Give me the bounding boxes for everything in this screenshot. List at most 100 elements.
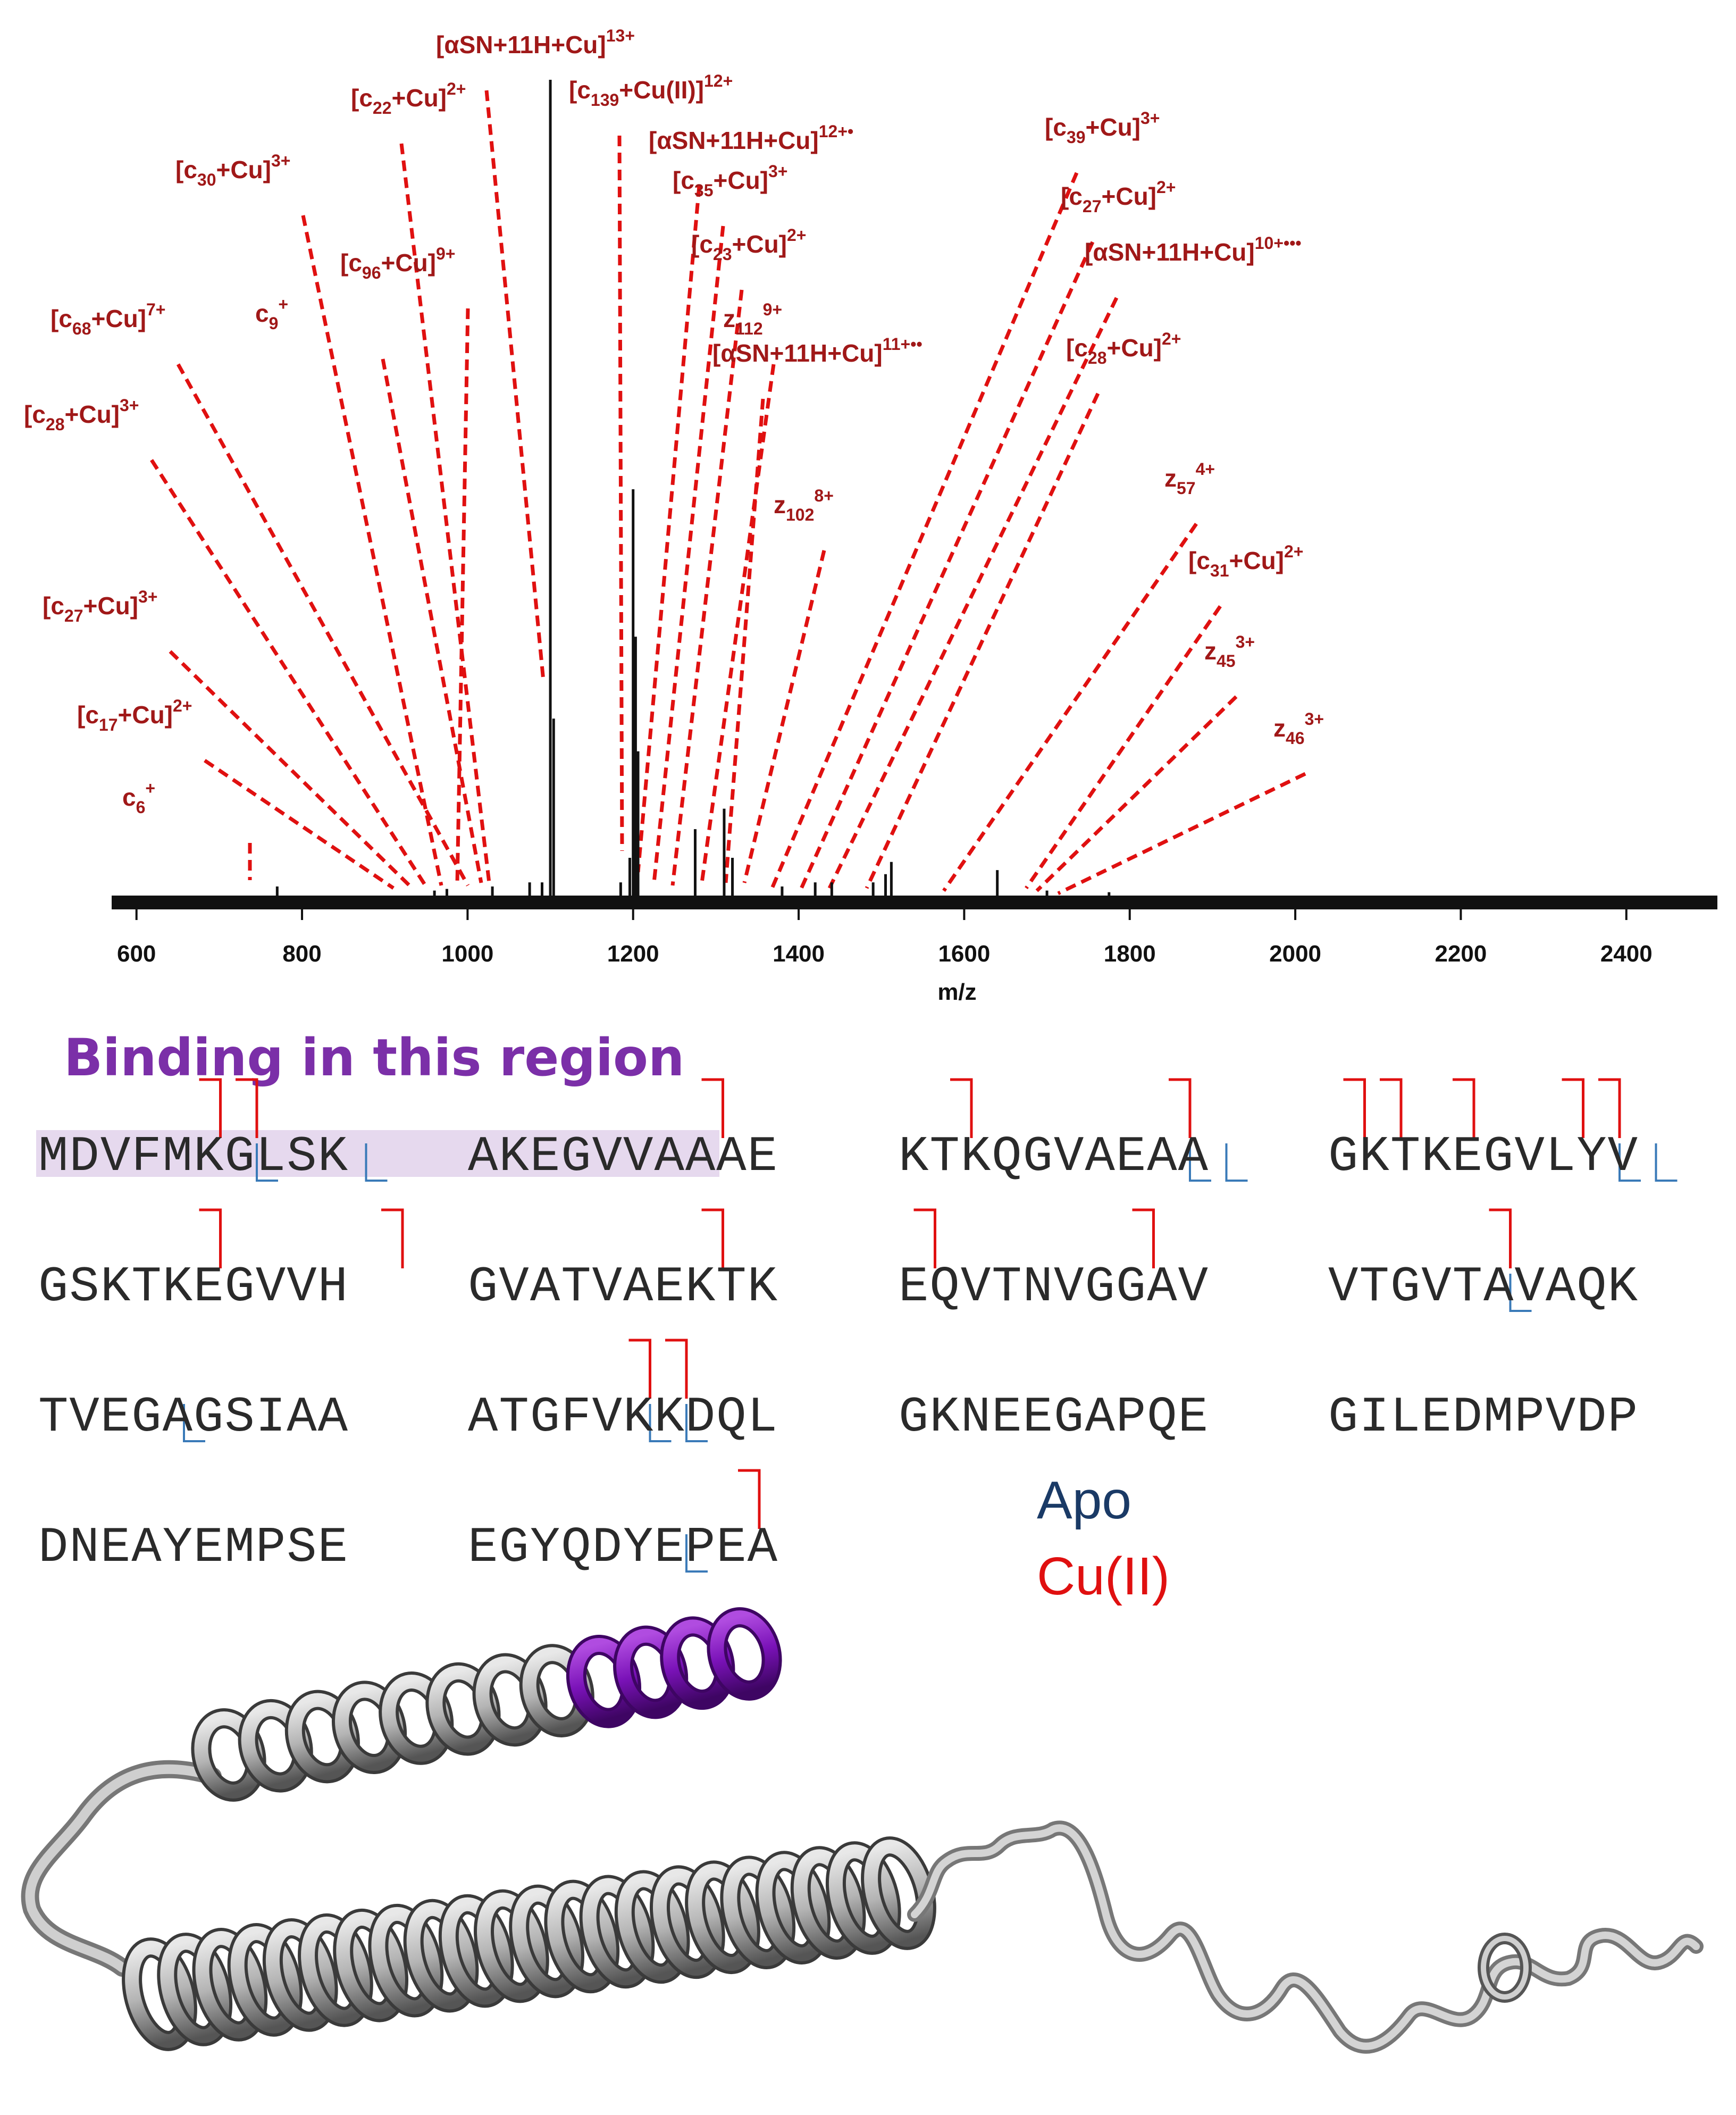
sequence-block-4: GKTKEGVLYV (1328, 1129, 1639, 1185)
cu-cleavage-marker (1380, 1078, 1403, 1138)
annotation-label: [c35+Cu]3+ (673, 162, 787, 200)
cu-cleavage-marker (1598, 1078, 1621, 1138)
annotation-label: z453+ (1204, 632, 1255, 671)
annotation-leader (1025, 605, 1222, 889)
c-terminal-tail-highlight (911, 1824, 1700, 2050)
helix-ribbon (230, 1926, 300, 2034)
helix-ribbon (652, 1868, 722, 1976)
sequence-block-1: MDVFMKGLSK (38, 1129, 349, 1185)
annotation-leader (1057, 772, 1306, 896)
annotation-leader (769, 172, 1079, 892)
helix-ribbon (828, 1844, 898, 1952)
cu-cleavage-marker (1489, 1208, 1512, 1268)
annotation-label: c9+ (255, 295, 288, 333)
sequence-block-5: GSKTKEGVVH (38, 1259, 349, 1316)
sequence-block-2: AKEGVVAAAE (468, 1129, 778, 1185)
annotation-label: [c68+Cu]7+ (51, 300, 165, 338)
annotation-leader (399, 143, 491, 883)
annotation-label: [c17+Cu]2+ (77, 696, 192, 734)
annotation-leaders (150, 90, 1306, 896)
cu-cleavage-marker (381, 1208, 404, 1268)
annotation-leader (865, 392, 1100, 889)
helix-ribbon (512, 1887, 581, 1995)
annotation-label: c6+ (122, 779, 155, 817)
legend-cu: Cu(II) (1037, 1546, 1170, 1606)
annotation-label: [c23+Cu]2+ (691, 225, 806, 264)
annotation-leader (827, 297, 1119, 889)
annotation-leader (301, 215, 443, 886)
helix-ribbon (710, 1610, 779, 1698)
annotation-leader (670, 289, 744, 886)
helix-ribbon (477, 1892, 546, 2000)
cu-cleavage-marker (665, 1339, 688, 1399)
protein-structure (21, 1607, 1704, 2054)
annotation-leader (204, 759, 395, 890)
annotation-label: [αSN+11H+Cu]13+ (436, 26, 635, 58)
annotation-label: z1129+ (723, 300, 782, 338)
apo-cleavage-marker (1509, 1274, 1532, 1312)
apo-cleavage-marker (256, 1143, 278, 1182)
cu-cleavage-marker (701, 1208, 724, 1268)
annotation-label: [c27+Cu]3+ (43, 587, 157, 625)
x-tick-label: 1600 (938, 941, 990, 967)
apo-cleavage-marker (685, 1534, 708, 1573)
sequence-block-8: VTGVTAVAQK (1328, 1259, 1639, 1316)
sequence-block-3: KTKQGVAEAA (899, 1129, 1209, 1185)
helix-ribbon (265, 1921, 335, 2029)
annotation-leader (176, 363, 470, 887)
cu-cleavage-marker (199, 1078, 222, 1138)
sequence-block-9: TVEGAGSIAA (38, 1390, 349, 1446)
x-tick-label: 2200 (1435, 941, 1487, 967)
cu-cleavage-marker (236, 1078, 258, 1138)
annotation-label: [c31+Cu]2+ (1188, 542, 1303, 580)
x-axis-label: m/z (937, 979, 976, 1005)
annotation-label: z574+ (1164, 459, 1215, 498)
helix-ribbon (793, 1849, 863, 1957)
cu-cleavage-marker (628, 1339, 651, 1399)
sequence-block-7: EQVTNVGGAV (899, 1259, 1209, 1316)
cu-cleavage-marker (950, 1078, 973, 1138)
cu-cleavage-marker (913, 1208, 936, 1268)
sequence-block: MDVFMKGLSK AKEGVVAAAE KTKQGVAEAA GKTKEGVLYV… (38, 1129, 1639, 1576)
helix-ribbon (617, 1873, 687, 1981)
annotation-label: [c28+Cu]2+ (1066, 329, 1181, 367)
cu-cleavage-marker (1453, 1078, 1475, 1138)
annotation-leader (636, 186, 701, 873)
helix-upper (191, 1607, 782, 1802)
cu-cleavage-marker (1169, 1078, 1192, 1138)
sequence-block-13: DNEAYEMPSE (38, 1520, 349, 1576)
c-terminal-tail (907, 1820, 1704, 2054)
tail-loop-highlight (1481, 1936, 1529, 2000)
annotation-leader (617, 135, 624, 851)
helix-ribbon (441, 1897, 511, 2005)
helix-ribbon (371, 1907, 441, 2014)
annotation-label: [αSN+11H+Cu]10+••• (1085, 233, 1302, 266)
helix-ribbon (195, 1931, 265, 2038)
helix-ribbon (582, 1878, 652, 1986)
annotation-label: [αSN+11H+Cu]11+•• (712, 335, 922, 367)
apo-cleavage-marker (1189, 1143, 1211, 1182)
cu-cleavage-marker (199, 1208, 222, 1268)
annotation-label: z463+ (1273, 709, 1324, 748)
sequence-block-10: ATGFVKKDQL (468, 1390, 778, 1446)
helix-ribbon (160, 1936, 230, 2043)
sequence-block-12: GILEDMPVDP (1328, 1390, 1639, 1446)
helix-ribbon (406, 1902, 476, 2010)
apo-cleavage-marker (183, 1404, 205, 1442)
cu-cleavage-marker (701, 1078, 724, 1138)
annotation-leader (169, 650, 411, 887)
annotation-leader (150, 459, 427, 887)
helix-ribbon (547, 1883, 617, 1991)
spectrum-peaks (275, 80, 1111, 899)
annotation-labels: [αSN+11H+Cu]13+ [c22+Cu]2+ [c139+Cu(II)]12… (24, 26, 1324, 817)
annotation-label: [c139+Cu(II)]12+ (569, 71, 733, 110)
x-tick-label: 1200 (607, 941, 659, 967)
helix-lower (122, 1836, 936, 2051)
cu-cleavage-marker (1562, 1078, 1584, 1138)
x-tick-label: 2000 (1269, 941, 1321, 967)
apo-cleavage-marker (685, 1404, 708, 1442)
cu-cleavage-marker (1132, 1208, 1155, 1268)
annotation-leader (381, 358, 483, 883)
annotation-leader (942, 523, 1198, 892)
